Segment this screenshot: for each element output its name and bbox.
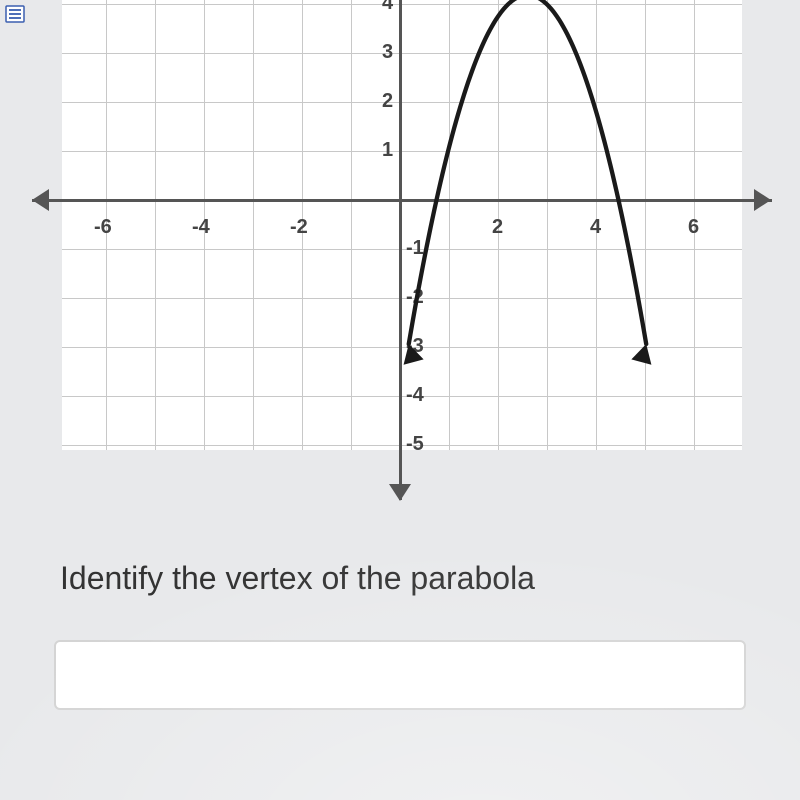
grid-line-vertical [155,0,156,450]
grid-line-vertical [351,0,352,450]
y-axis [399,0,402,500]
y-tick-label: -2 [406,286,424,309]
y-tick-label: 1 [382,139,393,162]
grid-line-horizontal [62,102,742,103]
x-tick-label: 2 [492,216,503,239]
parabola-chart: -6-4-22464321-1-2-3-4-5 [62,0,742,450]
y-tick-label: -4 [406,384,424,407]
x-tick-label: -4 [192,216,210,239]
grid-line-vertical [645,0,646,450]
grid-line-horizontal [62,53,742,54]
x-tick-label: 4 [590,216,601,239]
y-tick-label: -3 [406,335,424,358]
axis-arrow [754,189,771,211]
parabola-curve [62,0,742,450]
x-tick-label: 6 [688,216,699,239]
y-tick-label: -1 [406,237,424,260]
axis-arrow [389,484,411,501]
grid-line-horizontal [62,4,742,5]
grid-line-horizontal [62,445,742,446]
grid-line-horizontal [62,396,742,397]
x-axis [32,199,772,202]
grid-line-horizontal [62,298,742,299]
grid-line-horizontal [62,249,742,250]
menu-icon[interactable] [4,4,28,24]
y-tick-label: 4 [382,0,393,15]
x-tick-label: -6 [94,216,112,239]
y-tick-label: -5 [406,433,424,456]
x-tick-label: -2 [290,216,308,239]
grid-line-vertical [449,0,450,450]
answer-input[interactable] [54,640,746,710]
axis-arrow [32,189,49,211]
grid-line-vertical [253,0,254,450]
y-tick-label: 3 [382,41,393,64]
grid-line-vertical [547,0,548,450]
y-tick-label: 2 [382,90,393,113]
grid-line-horizontal [62,151,742,152]
question-text: Identify the vertex of the parabola [60,560,535,597]
grid-line-horizontal [62,347,742,348]
